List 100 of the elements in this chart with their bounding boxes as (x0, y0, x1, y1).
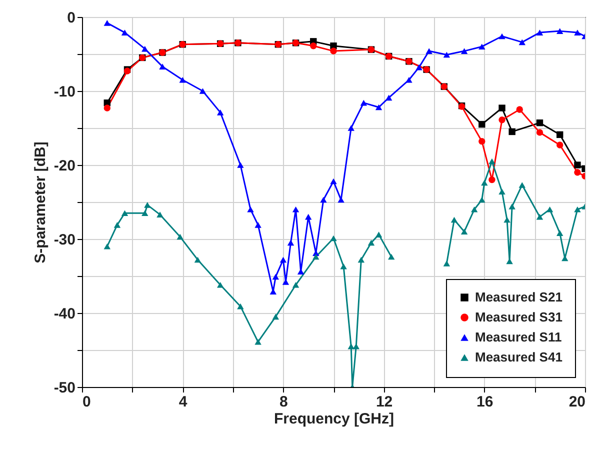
point (556, 131, 564, 138)
point (443, 52, 450, 58)
y-tick-label: -10 (54, 84, 76, 100)
point (320, 196, 327, 203)
point (104, 243, 111, 250)
point (156, 212, 164, 218)
point (478, 196, 486, 203)
point (470, 206, 478, 212)
point (508, 204, 516, 210)
point (488, 176, 496, 184)
point (556, 142, 564, 148)
point (280, 256, 287, 263)
point (368, 240, 375, 246)
y-axis-title: S-parameter [dB] (32, 142, 49, 264)
point (104, 20, 111, 26)
point (460, 48, 468, 54)
y-tick-label: -20 (54, 158, 76, 174)
point (375, 232, 382, 238)
point (348, 125, 354, 131)
point (330, 178, 337, 184)
x-tick-label: 12 (376, 394, 393, 410)
point (216, 282, 224, 288)
legend-label: Measured S21 (475, 290, 562, 304)
point (159, 64, 166, 70)
point (272, 314, 280, 320)
point (194, 256, 202, 263)
point (450, 216, 458, 223)
point (536, 129, 544, 136)
point (478, 44, 486, 50)
point (144, 202, 151, 208)
point (443, 260, 450, 266)
point (216, 110, 224, 116)
legend-label: Measured S11 (475, 330, 562, 344)
y-tick-label: -40 (54, 306, 76, 322)
x-tick-label: 16 (476, 394, 494, 410)
point (518, 39, 526, 46)
point (375, 104, 382, 110)
point (114, 222, 121, 228)
point (304, 214, 312, 220)
point (506, 258, 513, 264)
point (460, 228, 468, 235)
point (385, 94, 392, 101)
point (406, 76, 412, 83)
point (254, 222, 262, 228)
point (388, 254, 395, 260)
point (478, 138, 486, 145)
point (199, 88, 206, 94)
point (546, 206, 554, 212)
point (574, 30, 581, 36)
point (142, 210, 148, 216)
x-axis-title: Frequency [GHz] (274, 410, 394, 428)
point (330, 235, 337, 242)
point (498, 33, 506, 40)
point (426, 48, 432, 54)
point (516, 106, 523, 113)
point (292, 282, 300, 288)
point (272, 274, 280, 280)
x-tick-label: 8 (280, 394, 288, 410)
point (358, 256, 365, 263)
point (292, 206, 300, 212)
x-tick-label: 4 (178, 394, 188, 410)
point (330, 48, 337, 54)
x-tick-label: 20 (568, 394, 586, 410)
point (121, 210, 128, 216)
point (574, 162, 581, 168)
point (142, 46, 148, 52)
point (556, 230, 564, 236)
point (478, 120, 486, 128)
point (574, 169, 581, 176)
point (287, 240, 294, 246)
y-tick-label: 0 (67, 10, 76, 26)
point (481, 180, 488, 186)
point (179, 76, 186, 83)
point (247, 206, 254, 212)
point (518, 182, 526, 188)
point (488, 158, 496, 164)
point (254, 338, 262, 345)
point (536, 119, 544, 126)
y-tick-label: -50 (54, 380, 76, 396)
point (340, 263, 347, 270)
point (536, 30, 544, 36)
point (237, 162, 244, 168)
point (121, 30, 128, 36)
legend-label: Measured S41 (475, 350, 562, 364)
point (282, 279, 290, 285)
point (360, 100, 368, 106)
point (504, 216, 510, 223)
point (498, 104, 506, 112)
point (536, 214, 544, 220)
legend-label: Measured S31 (475, 310, 562, 324)
point (176, 234, 184, 240)
point (416, 64, 422, 70)
point (508, 128, 516, 136)
point (574, 206, 581, 212)
point (310, 42, 317, 50)
point (556, 28, 564, 34)
point (498, 188, 506, 195)
point (104, 104, 111, 112)
point (237, 303, 244, 310)
x-tick-label: 0 (82, 394, 91, 410)
